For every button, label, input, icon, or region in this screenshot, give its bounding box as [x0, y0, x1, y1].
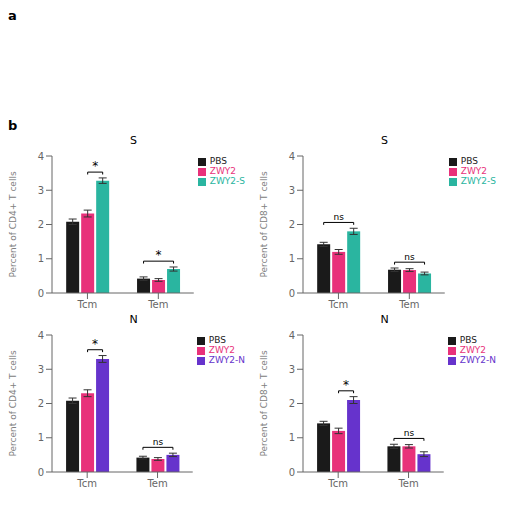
svg-text:4: 4: [38, 330, 44, 341]
html-text:a: a: [8, 8, 17, 23]
svg-text:Tcm: Tcm: [328, 299, 349, 310]
html-text:ZWY2: ZWY2: [209, 166, 236, 176]
svg-text:Tem: Tem: [398, 299, 419, 310]
svg-text:4: 4: [289, 330, 295, 341]
svg-text:1: 1: [289, 253, 295, 264]
svg-text:1: 1: [38, 432, 44, 443]
svg-text:*: *: [156, 248, 162, 262]
svg-text:2: 2: [38, 219, 44, 230]
svg-text:ns: ns: [404, 428, 415, 438]
html-text:N: N: [129, 313, 138, 326]
svg-text:Tem: Tem: [397, 478, 418, 489]
svg-text:0: 0: [38, 288, 44, 299]
svg-text:ns: ns: [333, 212, 344, 222]
svg-text:ns: ns: [153, 437, 164, 447]
html-text:ZWY2: ZWY2: [460, 166, 487, 176]
html-text:PBS: PBS: [459, 335, 477, 345]
svg-text:ns: ns: [404, 252, 415, 262]
svg-text:3: 3: [38, 364, 44, 375]
html-text:ZWY2-S: ZWY2-S: [209, 176, 245, 186]
svg-text:2: 2: [289, 219, 295, 230]
svg-text:*: *: [92, 159, 98, 173]
svg-text:4: 4: [38, 151, 44, 162]
html-text:S: S: [381, 134, 388, 147]
svg-text:Tem: Tem: [147, 299, 168, 310]
html-text:ZWY2: ZWY2: [459, 345, 486, 355]
svg-text:Tcm: Tcm: [77, 299, 98, 310]
svg-text:3: 3: [38, 185, 44, 196]
svg-text:1: 1: [38, 253, 44, 264]
svg-text:Percent of CD4+ T cells: Percent of CD4+ T cells: [8, 171, 18, 277]
svg-text:*: *: [92, 337, 98, 351]
svg-text:0: 0: [289, 288, 295, 299]
svg-text:2: 2: [38, 398, 44, 409]
svg-text:3: 3: [289, 185, 295, 196]
svg-text:Percent of CD8+ T cells: Percent of CD8+ T cells: [259, 171, 269, 277]
html-text:b: b: [8, 118, 18, 133]
svg-text:*: *: [343, 378, 349, 392]
svg-text:4: 4: [289, 151, 295, 162]
html-text:ZWY2-N: ZWY2-N: [459, 355, 496, 365]
svg-text:Percent of CD8+ T cells: Percent of CD8+ T cells: [259, 350, 269, 456]
svg-text:Tcm: Tcm: [76, 478, 97, 489]
svg-text:3: 3: [289, 364, 295, 375]
svg-text:0: 0: [38, 467, 44, 478]
html-text:S: S: [130, 134, 137, 147]
html-text:PBS: PBS: [209, 156, 227, 166]
svg-text:2: 2: [289, 398, 295, 409]
html-text:PBS: PBS: [208, 335, 226, 345]
svg-text:Percent of CD4+ T cells: Percent of CD4+ T cells: [8, 350, 18, 456]
html-text:ZWY2: ZWY2: [208, 345, 235, 355]
svg-text:Tem: Tem: [146, 478, 167, 489]
html-text:ZWY2-S: ZWY2-S: [460, 176, 496, 186]
html-text:N: N: [380, 313, 389, 326]
html-text:ZWY2-N: ZWY2-N: [208, 355, 245, 365]
svg-text:1: 1: [289, 432, 295, 443]
svg-text:Tcm: Tcm: [327, 478, 348, 489]
html-text:PBS: PBS: [460, 156, 478, 166]
svg-text:0: 0: [289, 467, 295, 478]
